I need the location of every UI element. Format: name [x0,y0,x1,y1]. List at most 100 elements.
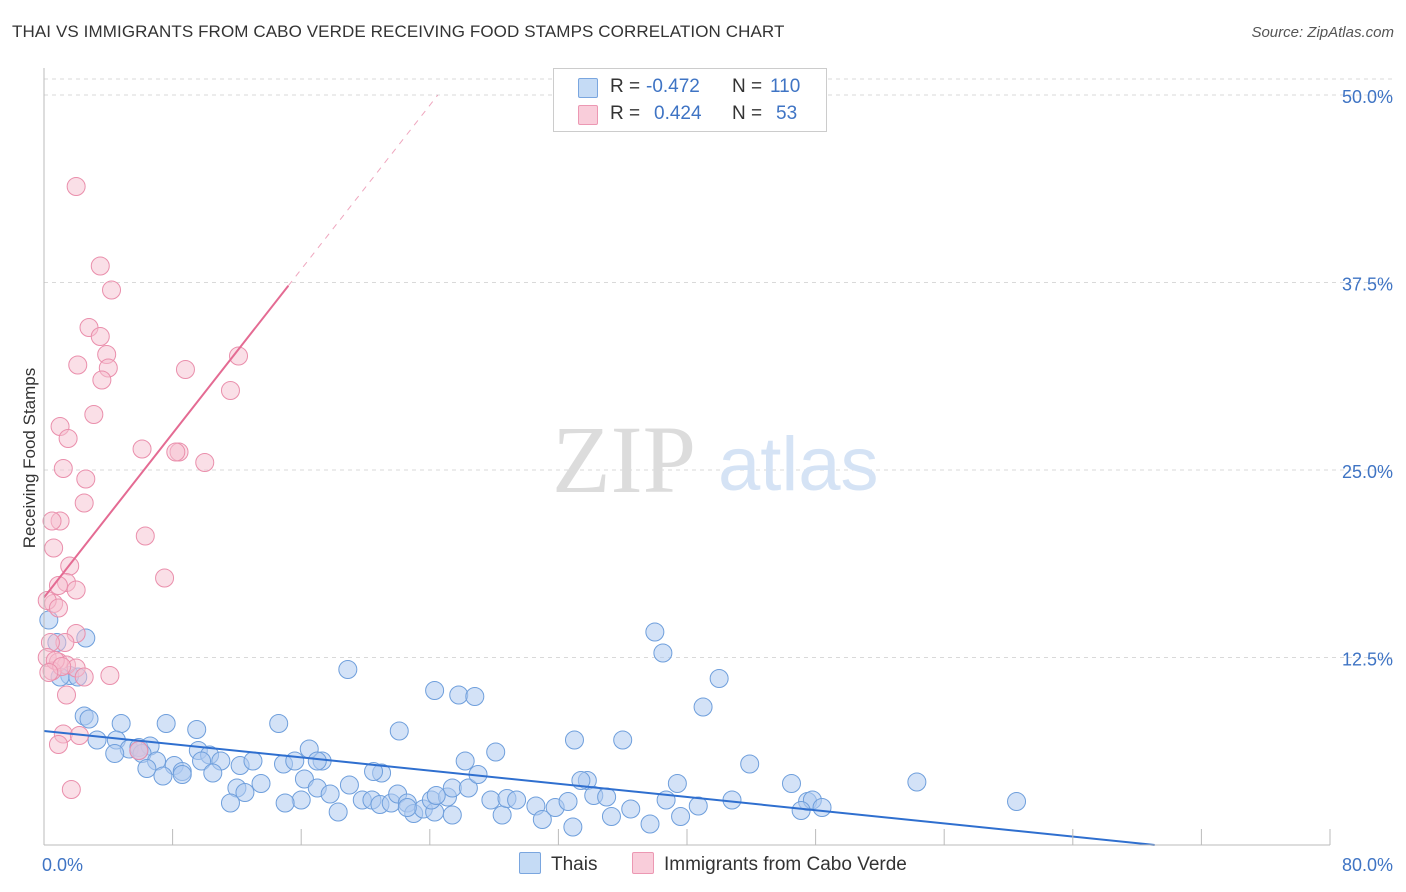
thais-point [601,807,621,826]
cabo-verde-point [48,735,68,754]
legend-r-label: R = [610,76,641,97]
cabo-verde-point [90,327,110,346]
thais-point [105,744,125,763]
thais-point [458,778,478,798]
thais-point [153,766,173,786]
thais-point [640,814,660,834]
thais-point [613,730,633,750]
thais-point [532,810,552,829]
thais-point [285,751,305,771]
cabo-verde-point [195,453,215,472]
legend-r-label: R = [610,103,641,124]
legend-swatch-pink [578,105,598,125]
thais-point [187,720,207,739]
cabo-verde-point [135,526,155,546]
thais-point [455,751,475,771]
cabo-verde-point [92,370,112,390]
bottom-legend-swatch-blue [519,852,541,874]
cabo-verde-point [44,538,64,558]
y-tick-label: 12.5% [1342,650,1393,670]
thais-point [709,669,729,688]
watermark: ZIP atlas [552,406,879,513]
bottom-legend-thais: Thais [519,852,597,876]
thais-point [425,681,445,700]
legend-n-label: N = [732,103,763,124]
chart-title: THAI VS IMMIGRANTS FROM CABO VERDE RECEI… [12,22,785,41]
cabo-verde-point [129,741,149,760]
thais-point [486,742,506,762]
trend-lines [43,94,1155,846]
series-cabo-verde-points [37,177,249,799]
thais-trend-line [43,730,1155,846]
thais-point [740,754,760,774]
thais-point [328,802,348,822]
thais-point [597,787,617,807]
thais-point [667,774,687,793]
watermark-zip: ZIP [552,406,696,513]
thais-point [481,790,501,810]
thais-point [442,805,462,825]
y-tick-label: 25.0% [1342,462,1393,482]
y-tick-label: 50.0% [1342,87,1393,107]
cabo-verde-point [166,442,186,462]
source-label: Source: ZipAtlas.com [1251,24,1394,41]
cabo-verde-point [132,439,152,459]
legend-swatch-blue [578,78,598,98]
thais-point [465,687,485,706]
watermark-atlas: atlas [718,422,879,507]
thais-point [812,798,832,817]
thais-point [791,801,811,820]
legend-box: R = -0.472 N = 110 R = 0.424 N = 53 [553,68,827,132]
thais-point [235,783,255,802]
cabo-verde-point [90,256,110,276]
series-thais-points [39,610,1027,837]
thais-point [621,799,641,819]
thais-point [203,763,223,783]
legend-n-label: N = [732,76,763,97]
thais-point [693,697,713,717]
thais-point [339,775,359,795]
thais-point [507,790,527,810]
cabo-verde-point [48,576,68,595]
thais-point [307,751,327,771]
thais-point [645,622,665,642]
thais-point [671,807,691,826]
bottom-legend-thais-label: Thais [551,854,598,875]
cabo-verde-point [84,405,104,424]
thais-point [781,774,801,793]
bottom-legend-cabo-label: Immigrants from Cabo Verde [664,854,907,875]
thais-point [243,751,263,771]
y-tick-label: 37.5% [1342,275,1393,295]
thais-point [338,660,358,679]
cabo-verde-point [100,666,120,685]
cabo-verde-point [68,355,88,375]
cabo-verde-point [39,663,59,682]
thais-point [564,730,584,750]
thais-point [137,759,157,778]
cabo-verde-trend-extension [287,94,439,287]
cabo-verde-point [220,381,240,400]
thais-point [397,798,417,817]
legend-n-value: 110 [770,76,801,97]
cabo-verde-point [102,280,122,300]
grid-layer: 12.5% 25.0% 37.5% 50.0% [44,78,1395,670]
thais-point [1007,792,1027,811]
thais-point [220,793,240,813]
cabo-verde-point [76,469,96,489]
thais-point [563,817,583,837]
cabo-verde-point [66,580,86,600]
cabo-verde-point [53,459,73,478]
thais-point [192,751,212,771]
bottom-legend-cabo-verde: Immigrants from Cabo Verde [632,852,907,876]
cabo-verde-point [66,177,86,196]
thais-point [653,643,673,663]
thais-point [364,762,384,781]
thais-point [156,714,176,733]
cabo-verde-point [74,667,94,687]
thais-point [87,730,107,750]
thais-point [492,805,512,825]
thais-point [79,709,99,729]
cabo-verde-point [48,598,68,618]
legend-n-value: 53 [776,103,798,124]
